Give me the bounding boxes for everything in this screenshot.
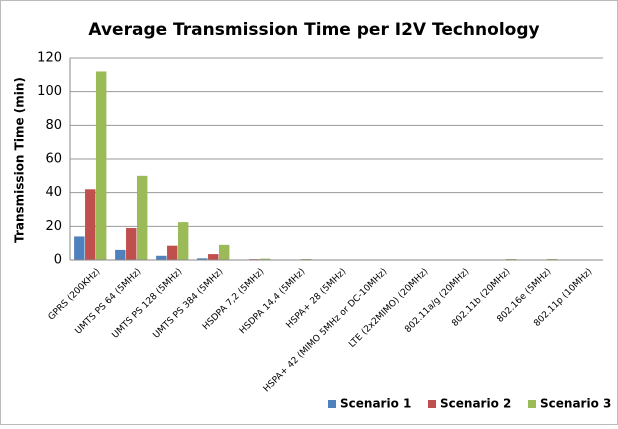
y-tick-label: 100 [37,84,62,99]
legend-swatch [328,400,336,408]
legend-label: Scenario 3 [540,397,611,411]
legend-label: Scenario 2 [440,397,511,411]
y-tick-label: 60 [45,152,62,167]
y-tick-label: 80 [45,118,62,133]
bar [96,71,106,260]
bar [208,254,218,260]
chart-title: Average Transmission Time per I2V Techno… [88,20,539,40]
bar [137,176,147,260]
y-tick-label: 40 [45,185,62,200]
bar [178,222,188,260]
y-tick-label: 120 [37,51,62,66]
bar [74,236,84,260]
legend-swatch [528,400,536,408]
legend-swatch [428,400,436,408]
bar [167,246,177,260]
y-tick-label: 20 [45,219,62,234]
y-tick-label: 0 [54,253,62,268]
bar [156,256,166,260]
bar [85,189,95,260]
legend-label: Scenario 1 [340,397,411,411]
bar [115,250,125,260]
bar [219,245,229,260]
bar [126,228,136,260]
y-axis-label: Transmission Time (min) [13,77,27,243]
